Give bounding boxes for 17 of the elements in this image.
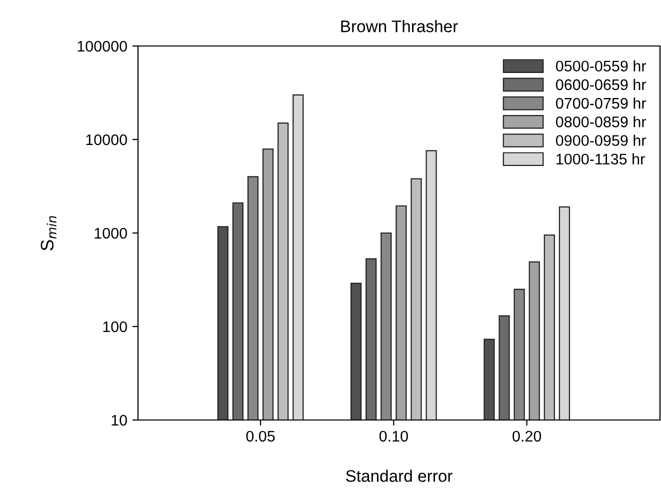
y-tick-label: 100 xyxy=(103,321,127,332)
y-tick-label: 10000 xyxy=(86,134,127,146)
chart-title: Brown Thrasher xyxy=(341,20,458,32)
legend-label: 0500-0559 hr xyxy=(556,60,646,72)
legend-label: 0700-0759 hr xyxy=(556,97,646,109)
x-tick-label: 0.10 xyxy=(379,430,408,442)
legend-label: 0800-0859 hr xyxy=(556,116,646,128)
y-tick-label: 1000 xyxy=(94,228,127,239)
y-axis-title: S$_{min}$ xyxy=(40,216,56,251)
legend-label: 0900-0959 hr xyxy=(556,134,646,146)
legend-label: 1000-1135 hr xyxy=(556,153,645,165)
y-tick-label: 10 xyxy=(112,414,127,426)
x-tick-label: 0.20 xyxy=(512,430,542,442)
y-tick-label: 100000 xyxy=(78,40,127,52)
x-axis-title: Standard error xyxy=(346,470,452,482)
legend-label: 0600-0659 hr xyxy=(556,78,646,90)
x-tick-label: 0.05 xyxy=(246,430,275,442)
